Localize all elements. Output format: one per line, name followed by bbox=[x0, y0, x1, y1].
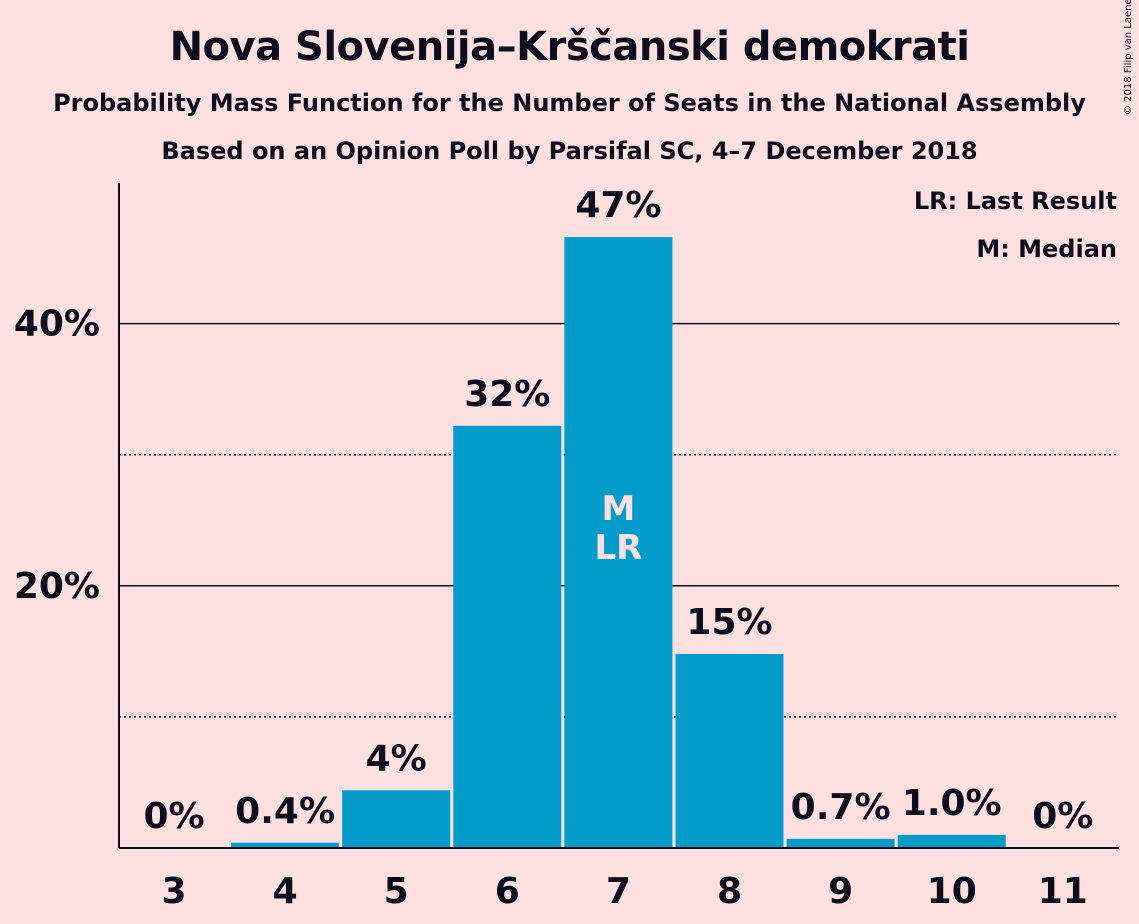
x-tick-label: 7 bbox=[606, 871, 631, 912]
bar bbox=[897, 834, 1006, 848]
legend-last-result: LR: Last Result bbox=[914, 187, 1117, 215]
bar bbox=[786, 838, 895, 848]
bar bbox=[453, 425, 562, 848]
value-label: 0.4% bbox=[235, 791, 335, 832]
bar bbox=[564, 237, 673, 849]
value-label: 1.0% bbox=[902, 783, 1002, 824]
value-label: 0% bbox=[143, 796, 204, 837]
value-label: 15% bbox=[686, 602, 772, 643]
x-tick-label: 10 bbox=[927, 871, 977, 912]
x-tick-label: 11 bbox=[1038, 871, 1088, 912]
bar bbox=[675, 653, 784, 848]
value-label: 0.7% bbox=[791, 787, 891, 828]
value-label-backdrop bbox=[580, 185, 656, 228]
axes bbox=[118, 183, 1119, 849]
value-label-backdrop bbox=[369, 738, 424, 781]
last-result-marker: LR bbox=[594, 528, 642, 568]
value-label-backdrop bbox=[147, 796, 201, 838]
bar bbox=[342, 790, 451, 848]
x-tick-label: 3 bbox=[161, 871, 186, 912]
x-tick-label: 9 bbox=[828, 871, 853, 912]
value-label: 0% bbox=[1032, 796, 1093, 837]
x-tick-label: 6 bbox=[495, 871, 520, 912]
y-tick-label: 20% bbox=[14, 566, 100, 607]
value-label-backdrop bbox=[692, 601, 767, 644]
bar bbox=[231, 842, 340, 848]
chart-subtitle: Probability Mass Function for the Number… bbox=[53, 89, 1086, 117]
x-tick-label: 4 bbox=[273, 871, 298, 912]
bars bbox=[231, 237, 1006, 849]
value-label-backdrop bbox=[903, 782, 1000, 825]
value-label-backdrop bbox=[792, 786, 889, 829]
value-label: 47% bbox=[575, 185, 661, 226]
x-tick-label: 5 bbox=[384, 871, 409, 912]
value-label-backdrop bbox=[237, 790, 334, 833]
y-tick-label: 40% bbox=[14, 304, 100, 345]
legend-median: M: Median bbox=[976, 235, 1117, 263]
chart-title: Nova Slovenija–Krščanski demokrati bbox=[169, 24, 970, 70]
value-label: 32% bbox=[464, 374, 550, 415]
x-tick-label: 8 bbox=[717, 871, 742, 912]
chart-source: Based on an Opinion Poll by Parsifal SC,… bbox=[161, 137, 978, 165]
value-label-backdrop bbox=[1035, 796, 1090, 838]
value-label: 4% bbox=[366, 738, 427, 779]
labels: 20% 40% 0% 0.4% 4% 32% 47% 15% 0.7% 1.0% 0% MLR 3 4 5 6… bbox=[14, 185, 1093, 912]
value-label-backdrop bbox=[469, 373, 545, 416]
median-marker: M bbox=[601, 489, 635, 529]
